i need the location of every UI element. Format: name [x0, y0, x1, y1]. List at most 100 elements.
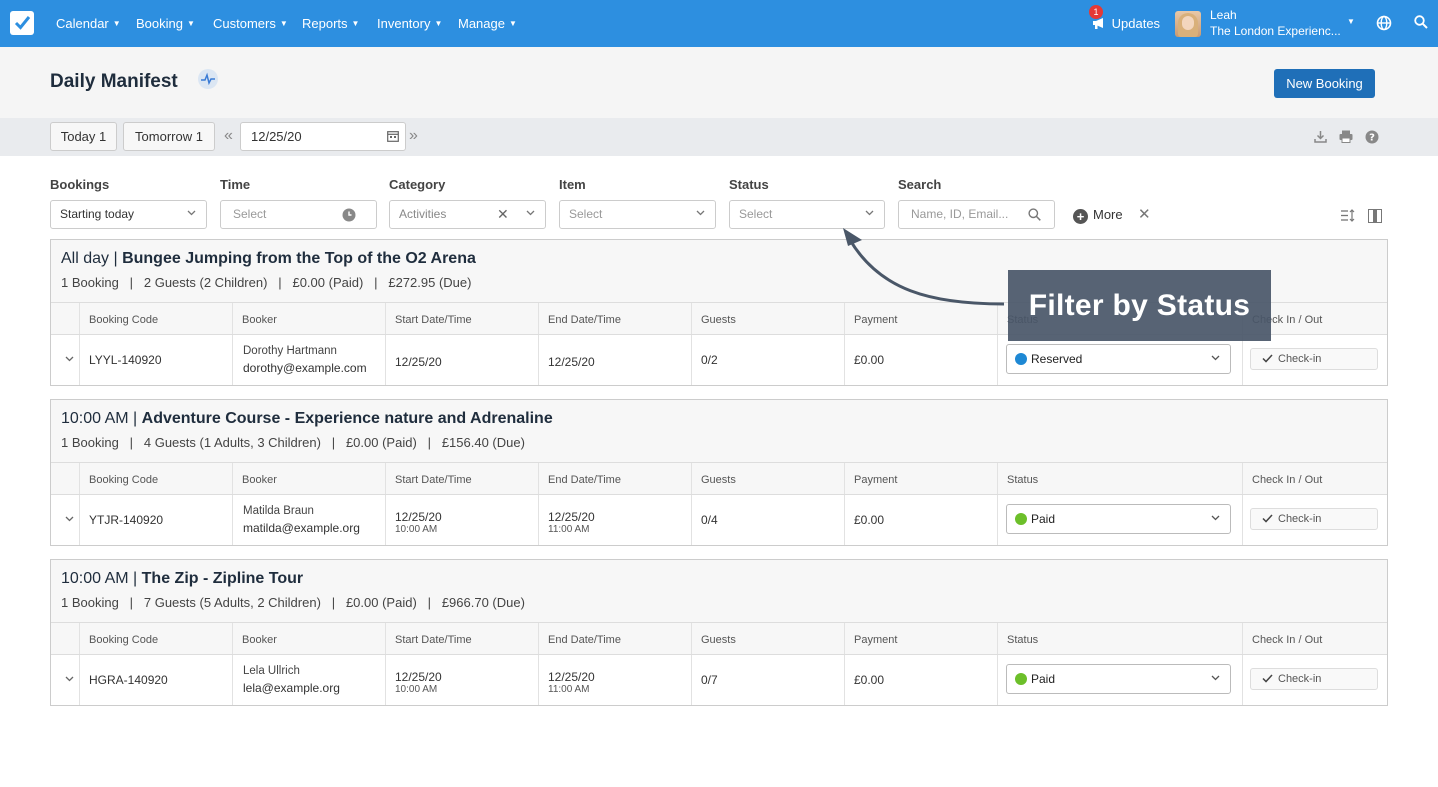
new-booking-button[interactable]: New Booking	[1274, 69, 1375, 98]
group-title: 10:00 AM | Adventure Course - Experience…	[61, 410, 553, 427]
column-header[interactable]: Guests	[701, 634, 736, 646]
nav-inventory[interactable]: Inventory ▼	[377, 16, 443, 31]
globe-icon[interactable]	[1376, 15, 1392, 31]
date-input[interactable]: 12/25/20	[240, 122, 406, 151]
column-header[interactable]: Guests	[701, 314, 736, 326]
checkmark-icon	[1262, 514, 1273, 523]
booking-status-select[interactable]: Paid	[1006, 664, 1231, 694]
column-header[interactable]: End Date/Time	[548, 474, 621, 486]
updates-button[interactable]: 1 Updates	[1089, 5, 1160, 31]
search-icon[interactable]	[1414, 15, 1428, 29]
group-header: 10:00 AM | Adventure Course - Experience…	[51, 400, 1387, 463]
payment-amount: £0.00	[854, 353, 885, 367]
print-icon[interactable]	[1339, 130, 1353, 143]
guests-count: 0/2	[701, 353, 718, 367]
column-header[interactable]: Booker	[242, 474, 277, 486]
chevron-down-icon	[1211, 675, 1220, 681]
clear-filters-icon[interactable]: ✕	[1138, 206, 1151, 223]
checkbox-logo-icon[interactable]	[10, 11, 34, 35]
columns-icon[interactable]	[1368, 209, 1382, 223]
activity-name[interactable]: Bungee Jumping from the Top of the O2 Ar…	[122, 250, 476, 267]
column-header[interactable]: Booker	[242, 634, 277, 646]
filter-category-label: Category	[389, 177, 446, 192]
previous-date-icon[interactable]: «	[224, 127, 233, 144]
column-header[interactable]: Booking Code	[89, 314, 159, 326]
expand-row-chevron-icon[interactable]	[65, 676, 74, 682]
column-header[interactable]: Check In / Out	[1252, 474, 1323, 486]
booking-code[interactable]: LYYL-140920	[89, 353, 162, 367]
check-in-button[interactable]: Check-in	[1250, 348, 1378, 370]
booker-email[interactable]: dorothy@example.com	[243, 361, 367, 375]
column-header[interactable]: Payment	[854, 314, 898, 326]
clear-category-icon[interactable]: ✕	[497, 206, 509, 222]
column-header[interactable]: Guests	[701, 474, 736, 486]
booking-code[interactable]: HGRA-140920	[89, 673, 168, 687]
avatar[interactable]	[1175, 11, 1201, 37]
table-row[interactable]: HGRA-140920 Lela Ullrich lela@example.org 1…	[51, 655, 1387, 705]
column-header[interactable]: End Date/Time	[548, 314, 621, 326]
caret-down-icon: ▼	[186, 19, 195, 28]
nav-customers[interactable]: Customers ▼	[213, 16, 288, 31]
time-select[interactable]: Select	[220, 200, 377, 229]
tomorrow-button[interactable]: Tomorrow 1	[123, 122, 215, 151]
bookings-select[interactable]: Starting today	[50, 200, 207, 229]
category-select[interactable]: Activities ✕	[389, 200, 546, 229]
check-in-button[interactable]: Check-in	[1250, 508, 1378, 530]
more-filters-button[interactable]: + More	[1073, 207, 1123, 224]
booker-name[interactable]: Lela Ullrich	[243, 665, 300, 677]
filter-by-status-callout: Filter by Status	[1008, 270, 1271, 341]
group-summary: 1 Booking | 4 Guests (1 Adults, 3 Childr…	[61, 435, 525, 450]
booker-email[interactable]: lela@example.org	[243, 681, 340, 695]
help-icon[interactable]: ?	[1365, 130, 1379, 144]
activity-name[interactable]: Adventure Course - Experience nature and…	[141, 410, 553, 427]
status-filter-select[interactable]: Select	[729, 200, 885, 229]
booking-status-select[interactable]: Paid	[1006, 504, 1231, 534]
column-header[interactable]: Start Date/Time	[395, 634, 472, 646]
plus-icon: +	[1073, 209, 1088, 224]
download-icon[interactable]	[1314, 130, 1327, 143]
table-row[interactable]: YTJR-140920 Matilda Braun matilda@example.…	[51, 495, 1387, 545]
user-org[interactable]: The London Experienc...	[1210, 24, 1340, 38]
booking-status-select[interactable]: Reserved	[1006, 344, 1231, 374]
column-header[interactable]: Booker	[242, 314, 277, 326]
payment-amount: £0.00	[854, 673, 885, 687]
column-header[interactable]: Status	[1007, 474, 1039, 486]
column-header[interactable]: Start Date/Time	[395, 314, 472, 326]
next-date-icon[interactable]: »	[409, 127, 418, 144]
user-name[interactable]: Leah	[1210, 8, 1237, 22]
activity-name[interactable]: The Zip - Zipline Tour	[141, 570, 304, 587]
column-header[interactable]: Payment	[854, 474, 898, 486]
date-bar: Today 1 Tomorrow 1 « 12/25/20 » ?	[0, 118, 1438, 156]
column-header[interactable]: Check In / Out	[1252, 634, 1323, 646]
user-menu-caret-icon[interactable]: ▼	[1347, 17, 1355, 26]
megaphone-icon	[1093, 18, 1103, 29]
column-header[interactable]: Booking Code	[89, 634, 159, 646]
booker-name[interactable]: Dorothy Hartmann	[243, 345, 337, 357]
calendar-icon[interactable]	[387, 130, 399, 142]
booker-name[interactable]: Matilda Braun	[243, 505, 314, 517]
nav-reports[interactable]: Reports ▼	[302, 16, 360, 31]
expand-row-chevron-icon[interactable]	[65, 516, 74, 522]
start-date: 12/25/20	[395, 510, 442, 524]
search-input[interactable]: Name, ID, Email...	[898, 200, 1055, 229]
filter-item-label: Item	[559, 177, 586, 192]
column-header[interactable]: Status	[1007, 634, 1039, 646]
expand-row-chevron-icon[interactable]	[65, 356, 74, 362]
sort-icon[interactable]	[1341, 209, 1356, 222]
column-header[interactable]: Start Date/Time	[395, 474, 472, 486]
pulse-icon[interactable]	[198, 69, 218, 89]
nav-manage[interactable]: Manage ▼	[458, 16, 517, 31]
booking-group: All day | Bungee Jumping from the Top of…	[50, 239, 1388, 386]
booker-email[interactable]: matilda@example.org	[243, 521, 360, 535]
column-header[interactable]: Booking Code	[89, 474, 159, 486]
check-in-button[interactable]: Check-in	[1250, 668, 1378, 690]
table-row[interactable]: LYYL-140920 Dorothy Hartmann dorothy@examp…	[51, 335, 1387, 385]
today-button[interactable]: Today 1	[50, 122, 117, 151]
booking-group: 10:00 AM | Adventure Course - Experience…	[50, 399, 1388, 546]
item-select[interactable]: Select	[559, 200, 716, 229]
column-header[interactable]: Payment	[854, 634, 898, 646]
nav-calendar[interactable]: Calendar ▼	[56, 16, 121, 31]
nav-booking[interactable]: Booking ▼	[136, 16, 195, 31]
booking-code[interactable]: YTJR-140920	[89, 513, 164, 527]
column-header[interactable]: End Date/Time	[548, 634, 621, 646]
